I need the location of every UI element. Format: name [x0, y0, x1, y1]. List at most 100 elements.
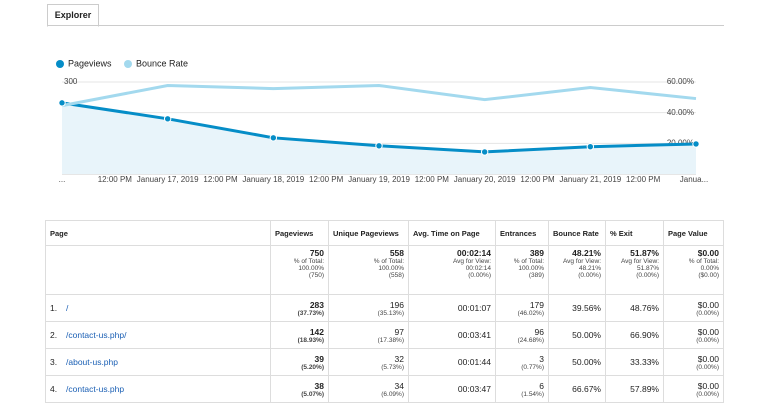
cell: 39 (5.20%) [270, 348, 329, 376]
cell-percent: (35.13%) [377, 309, 404, 317]
total-note: % of Total: [688, 258, 719, 265]
cell: 389% of Total: 100.00% (389) [495, 245, 549, 295]
cell-value: 50.00% [572, 357, 601, 367]
legend-label: Pageviews [68, 58, 112, 68]
total-note: Avg for View: [452, 258, 491, 265]
cell: 32 (5.73%) [328, 348, 409, 376]
table-row: 1./283 (37.73%) 196 (35.13%) 00:01:07 179 (46.… [45, 294, 724, 322]
cell-value: 6 [539, 380, 544, 391]
totals-row: 750% of Total: 100.00% (750) 558% of Total:… [45, 245, 724, 295]
y-tick-label: 300 [64, 77, 78, 86]
cell: 50.00% [548, 321, 606, 349]
cell [45, 245, 271, 295]
total-value: $0.00 [697, 248, 719, 258]
x-tick-label: 12:00 PM [309, 175, 344, 184]
x-tick-label: January 20, 2019 [454, 175, 516, 184]
row-rank: 4. [50, 384, 58, 394]
cell: 00:03:41 [408, 321, 496, 349]
column-header[interactable]: % Exit [605, 220, 664, 246]
cell-percent: (17.38%) [377, 336, 404, 344]
total-note: (389) [528, 272, 544, 279]
y2-tick-label: 60.00% [667, 77, 694, 86]
total-value: 48.21% [572, 248, 601, 258]
point [163, 115, 172, 123]
total-value: 750 [309, 248, 324, 258]
legend-swatch [124, 60, 132, 68]
cell: 3 (0.77%) [495, 348, 549, 376]
column-header[interactable]: Pageviews [270, 220, 329, 246]
page-link[interactable]: /contact-us.php/ [66, 330, 127, 340]
page-link[interactable]: /about-us.php [66, 357, 118, 367]
column-header[interactable]: Bounce Rate [548, 220, 606, 246]
cell-value: 34 [394, 380, 404, 391]
y2-tick-label: 40.00% [667, 108, 694, 117]
total-value: 558 [389, 248, 404, 258]
cell: $0.00 (0.00%) [663, 321, 724, 349]
column-header[interactable]: Page Value [663, 220, 724, 246]
x-tick-label: January 19, 2019 [348, 175, 410, 184]
cell-value: 96 [534, 326, 544, 337]
x-tick-label: 12:00 PM [203, 175, 238, 184]
cell-value: 32 [394, 353, 404, 364]
column-header[interactable]: Avg. Time on Page [408, 220, 496, 246]
total-note: Avg for View: [562, 258, 601, 265]
cell-value: 66.90% [630, 330, 659, 340]
cell: 6 (1.54%) [495, 375, 549, 403]
total-note: 100.00% [378, 265, 404, 272]
header-row: Page Pageviews Unique Pageviews Avg. Time o… [45, 220, 724, 246]
row-rank: 1. [50, 303, 58, 313]
column-header[interactable]: Unique Pageviews [328, 220, 409, 246]
cell-percent: (0.00%) [696, 336, 719, 344]
x-tick-label: 12:00 PM [626, 175, 661, 184]
cell: 97 (17.38%) [328, 321, 409, 349]
cell-value: 33.33% [630, 357, 659, 367]
cell-value: 48.76% [630, 303, 659, 313]
x-tick-label: ... [59, 175, 66, 184]
point [692, 140, 700, 148]
cell-percent: (0.00%) [696, 309, 719, 317]
cell: 00:03:47 [408, 375, 496, 403]
total-note: ($0.00) [698, 272, 719, 279]
cell-value: 3 [539, 353, 544, 364]
cell-percent: (5.73%) [381, 363, 404, 371]
cell: $0.00% of Total: 0.00% ($0.00) [663, 245, 724, 295]
cell-value: 00:01:07 [457, 303, 491, 313]
total-note: (750) [308, 272, 324, 279]
cell: 283 (37.73%) [270, 294, 329, 322]
total-value: 00:02:14 [456, 248, 491, 258]
column-header[interactable]: Page [45, 220, 271, 246]
total-note: 100.00% [518, 265, 544, 272]
cell: 558% of Total: 100.00% (558) [328, 245, 409, 295]
cell-value: 97 [394, 326, 404, 337]
tab-line [47, 25, 724, 26]
cell-percent: (0.00%) [696, 363, 719, 371]
point [269, 134, 278, 142]
cell: 1. / [45, 294, 271, 322]
x-tick-label: 12:00 PM [520, 175, 555, 184]
cell-percent: (46.02%) [517, 309, 544, 317]
cell-value: 39.56% [572, 303, 601, 313]
table-row: 2./contact-us.php/142 (18.93%) 97 (17.38%) 0… [45, 321, 724, 349]
cell-percent: (1.54%) [521, 390, 544, 398]
column-header[interactable]: Entrances [495, 220, 549, 246]
cell-percent: (5.07%) [301, 390, 324, 398]
tab[interactable]: Explorer [47, 4, 99, 27]
page-link[interactable]: / [66, 303, 69, 313]
cell: 50.00% [548, 348, 606, 376]
cell-value: $0.00 [697, 299, 719, 310]
total-note: % of Total: [513, 258, 544, 265]
total-value: 389 [529, 248, 544, 258]
cell: 38 (5.07%) [270, 375, 329, 403]
cell-percent: (18.93%) [297, 336, 324, 344]
cell-value: $0.00 [697, 380, 719, 391]
series-line [61, 84, 697, 108]
cell: 34 (6.09%) [328, 375, 409, 403]
cell: 48.21% Avg for View: 48.21% (0.00%) [548, 245, 606, 295]
cell-value: 00:03:47 [457, 384, 491, 394]
total-note: (0.00%) [636, 272, 659, 279]
cell: 57.89% [605, 375, 664, 403]
area [62, 102, 696, 174]
data-table: Page Pageviews Unique Pageviews Avg. Time o… [45, 220, 724, 403]
page-link[interactable]: /contact-us.php [66, 384, 125, 394]
